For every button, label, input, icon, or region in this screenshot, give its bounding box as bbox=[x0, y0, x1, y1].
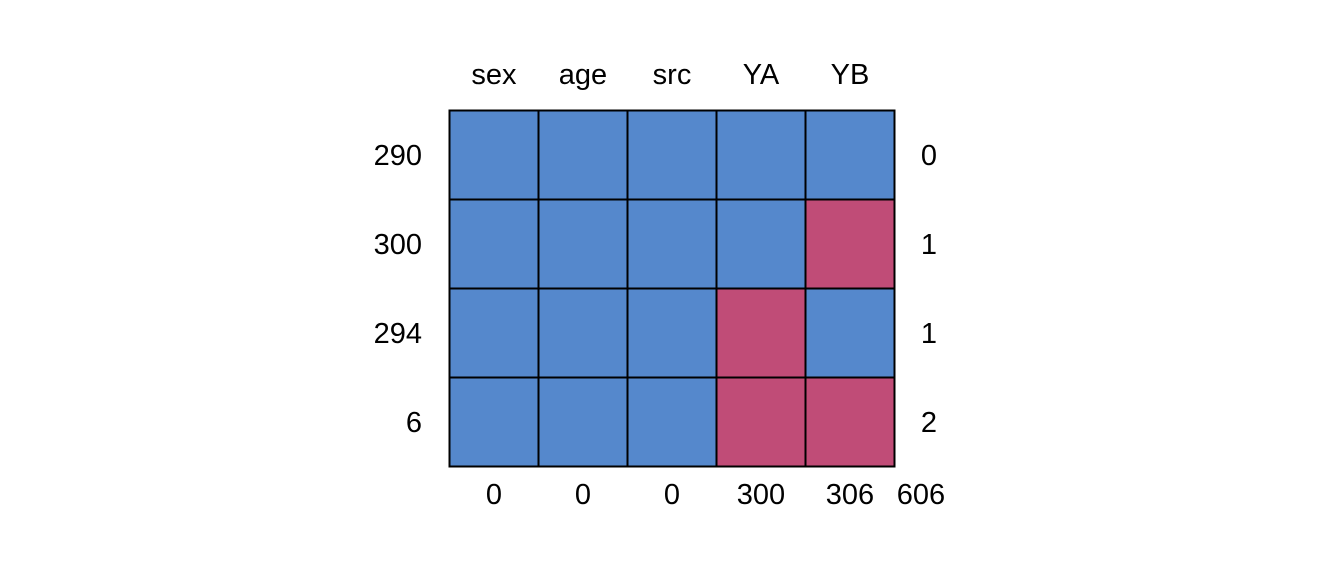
observed-cell-age-row-1 bbox=[537, 109, 629, 201]
observed-cell-src-row-2 bbox=[626, 198, 718, 290]
observed-cell-src-row-1 bbox=[626, 109, 718, 201]
observed-cell-age-row-4 bbox=[537, 376, 629, 468]
observed-cell-sex-row-1 bbox=[448, 109, 540, 201]
total-missing-label: 606 bbox=[897, 479, 945, 511]
column-missing-count-age: 0 bbox=[575, 479, 591, 511]
missing-cell-YA-row-4 bbox=[715, 376, 807, 468]
row-missing-count-label: 1 bbox=[921, 318, 937, 350]
observed-cell-age-row-2 bbox=[537, 198, 629, 290]
observed-cell-sex-row-3 bbox=[448, 287, 540, 379]
column-missing-count-YB: 306 bbox=[826, 479, 874, 511]
missing-cell-YB-row-4 bbox=[804, 376, 896, 468]
observed-cell-src-row-3 bbox=[626, 287, 718, 379]
column-missing-labels: 0 0 0 300 306 bbox=[486, 479, 874, 511]
row-missing-count-label: 1 bbox=[921, 229, 937, 261]
column-header-sex: sex bbox=[471, 59, 517, 91]
column-missing-count-src: 0 bbox=[664, 479, 680, 511]
column-header-YA: YA bbox=[743, 59, 780, 91]
row-count-label: 300 bbox=[374, 229, 422, 261]
row-missing-count-label: 0 bbox=[921, 140, 937, 172]
column-missing-count-sex: 0 bbox=[486, 479, 502, 511]
column-header-src: src bbox=[653, 59, 692, 91]
column-missing-count-YA: 300 bbox=[737, 479, 785, 511]
column-headers: sex age src YA YB bbox=[471, 59, 869, 91]
row-count-labels: 290 300 294 6 bbox=[374, 140, 422, 439]
missing-cell-YA-row-3 bbox=[715, 287, 807, 379]
observed-cell-src-row-4 bbox=[626, 376, 718, 468]
row-count-label: 290 bbox=[374, 140, 422, 172]
missing-cell-YB-row-2 bbox=[804, 198, 896, 290]
column-header-YB: YB bbox=[831, 59, 870, 91]
pattern-grid bbox=[448, 109, 896, 468]
observed-cell-YA-row-1 bbox=[715, 109, 807, 201]
observed-cell-sex-row-2 bbox=[448, 198, 540, 290]
row-missing-count-label: 2 bbox=[921, 407, 937, 439]
observed-cell-YB-row-3 bbox=[804, 287, 896, 379]
row-count-label: 294 bbox=[374, 318, 422, 350]
observed-cell-YB-row-1 bbox=[804, 109, 896, 201]
observed-cell-sex-row-4 bbox=[448, 376, 540, 468]
observed-cell-age-row-3 bbox=[537, 287, 629, 379]
row-missing-labels: 0 1 1 2 bbox=[921, 140, 937, 439]
column-header-age: age bbox=[559, 59, 607, 91]
row-count-label: 6 bbox=[406, 407, 422, 439]
observed-cell-YA-row-2 bbox=[715, 198, 807, 290]
